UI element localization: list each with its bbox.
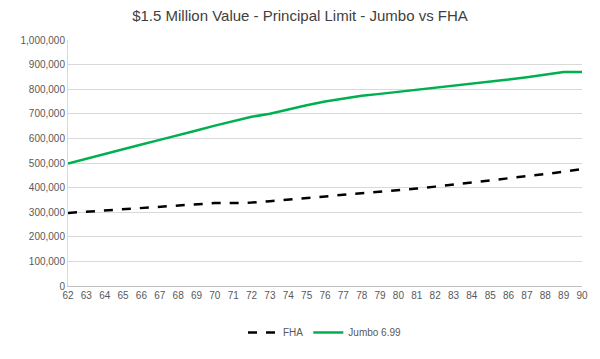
svg-text:80: 80: [393, 290, 405, 301]
svg-text:700,000: 700,000: [29, 108, 66, 119]
svg-text:100,000: 100,000: [29, 256, 66, 267]
svg-text:64: 64: [99, 290, 111, 301]
svg-text:Jumbo 6.99: Jumbo 6.99: [348, 327, 401, 338]
svg-text:76: 76: [319, 290, 331, 301]
svg-text:900,000: 900,000: [29, 59, 66, 70]
svg-text:68: 68: [173, 290, 185, 301]
svg-text:81: 81: [411, 290, 423, 301]
svg-text:$1.5 Million Value - Principal: $1.5 Million Value - Principal Limit - J…: [132, 7, 468, 24]
svg-text:200,000: 200,000: [29, 231, 66, 242]
svg-text:71: 71: [228, 290, 240, 301]
svg-text:72: 72: [246, 290, 258, 301]
svg-text:74: 74: [283, 290, 295, 301]
svg-text:67: 67: [154, 290, 166, 301]
svg-text:77: 77: [338, 290, 350, 301]
svg-text:500,000: 500,000: [29, 158, 66, 169]
svg-text:83: 83: [448, 290, 460, 301]
svg-text:800,000: 800,000: [29, 84, 66, 95]
svg-text:89: 89: [558, 290, 570, 301]
svg-text:75: 75: [301, 290, 313, 301]
svg-text:88: 88: [540, 290, 552, 301]
svg-text:84: 84: [466, 290, 478, 301]
svg-text:0: 0: [59, 281, 65, 292]
svg-text:66: 66: [136, 290, 148, 301]
svg-text:78: 78: [356, 290, 368, 301]
svg-text:90: 90: [576, 290, 588, 301]
svg-text:86: 86: [503, 290, 515, 301]
svg-text:70: 70: [209, 290, 221, 301]
svg-text:FHA: FHA: [283, 327, 303, 338]
svg-text:400,000: 400,000: [29, 182, 66, 193]
svg-text:300,000: 300,000: [29, 207, 66, 218]
svg-text:1,000,000: 1,000,000: [21, 35, 66, 46]
svg-text:63: 63: [81, 290, 93, 301]
svg-text:62: 62: [62, 290, 74, 301]
svg-text:87: 87: [521, 290, 533, 301]
svg-text:79: 79: [375, 290, 387, 301]
svg-text:69: 69: [191, 290, 203, 301]
svg-text:65: 65: [118, 290, 130, 301]
svg-text:73: 73: [264, 290, 276, 301]
svg-text:85: 85: [485, 290, 497, 301]
svg-text:600,000: 600,000: [29, 133, 66, 144]
svg-text:82: 82: [430, 290, 442, 301]
